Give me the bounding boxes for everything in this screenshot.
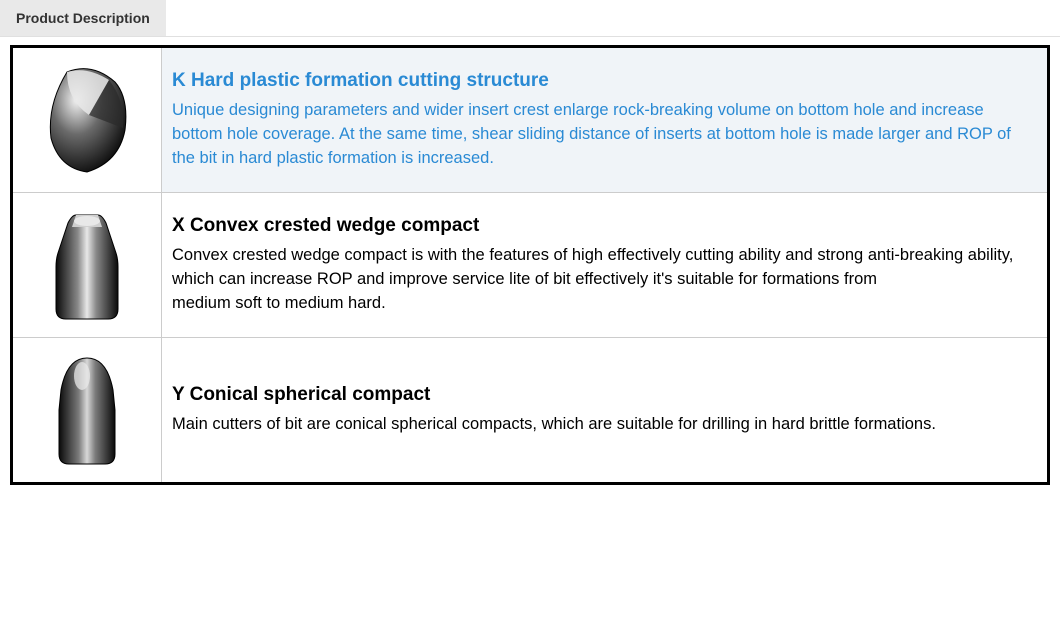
table-row: X Convex crested wedge compact Convex cr…: [12, 193, 1049, 338]
insert-y-icon: [47, 350, 127, 470]
insert-x-icon: [42, 205, 132, 325]
tab-label: Product Description: [16, 10, 150, 26]
tab-product-description[interactable]: Product Description: [0, 0, 166, 36]
row-desc: Main cutters of bit are conical spherica…: [172, 413, 1037, 437]
table-row: Y Conical spherical compact Main cutters…: [12, 338, 1049, 484]
row-title: Y Conical spherical compact: [172, 383, 1037, 408]
insert-k-icon: [37, 60, 137, 180]
image-cell: [12, 338, 162, 484]
row-desc: Convex crested wedge compact is with the…: [172, 244, 1037, 316]
row-title: K Hard plastic formation cutting structu…: [172, 69, 1037, 94]
table-row: K Hard plastic formation cutting structu…: [12, 47, 1049, 193]
row-desc: Unique designing parameters and wider in…: [172, 99, 1037, 171]
tab-bar: Product Description: [0, 0, 1060, 37]
image-cell: [12, 47, 162, 193]
text-cell: K Hard plastic formation cutting structu…: [162, 47, 1049, 193]
text-cell: X Convex crested wedge compact Convex cr…: [162, 193, 1049, 338]
product-table: K Hard plastic formation cutting structu…: [10, 45, 1050, 485]
image-cell: [12, 193, 162, 338]
text-cell: Y Conical spherical compact Main cutters…: [162, 338, 1049, 484]
row-title: X Convex crested wedge compact: [172, 214, 1037, 239]
